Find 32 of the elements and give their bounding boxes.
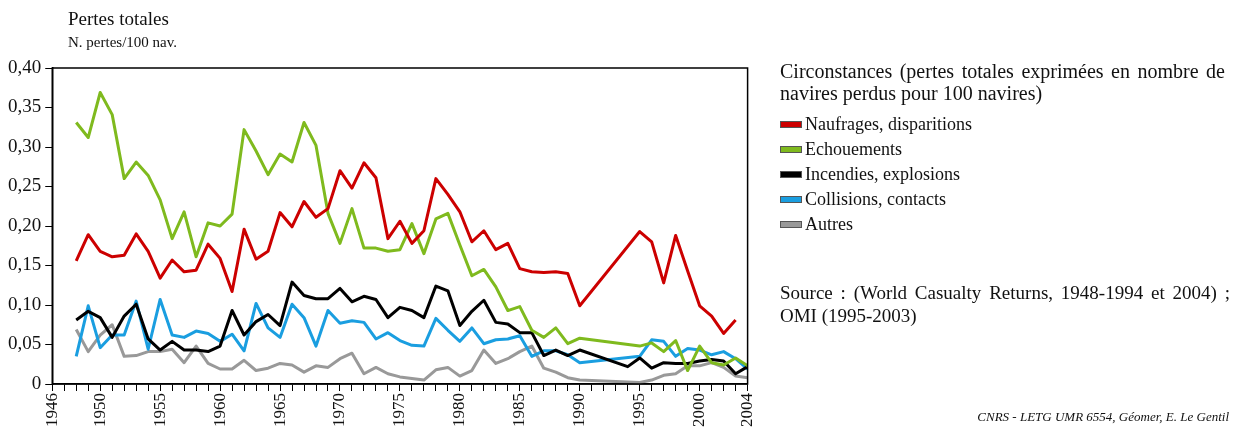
x-tick-label: 2004: [737, 392, 757, 427]
legend-label: Echouements: [805, 138, 902, 161]
y-tick-label: 0,15: [8, 253, 42, 275]
text: CNRS - LETG UMR 6554, Géomer, E. Le Gentil: [977, 409, 1229, 425]
legend-label: Naufrages, disparitions: [805, 113, 972, 136]
legend-label: Incendies, explosions: [805, 163, 960, 186]
x-tick-label: 1980: [449, 393, 469, 427]
y-tick-label: 0,10: [8, 292, 42, 314]
x-tick-label: 1946: [41, 393, 61, 427]
x-tick-label: 1965: [269, 393, 289, 427]
y-tick-label: 0,25: [8, 174, 42, 196]
y-axis-title: N. pertes/100 nav.: [68, 34, 177, 51]
legend-title: Circonstances (pertes totales exprimées en nombre de navires perdus pour 100 navires): [780, 60, 1225, 104]
x-tick-label: 1960: [209, 393, 229, 427]
y-tick-label: 0,05: [8, 332, 42, 354]
y-tick-label: 0,20: [8, 213, 42, 235]
x-tick-label: 1995: [629, 393, 649, 427]
y-tick-label: 0,30: [8, 134, 42, 156]
x-tick-label: 1985: [509, 393, 529, 427]
x-tick-label: 1950: [89, 393, 109, 427]
x-tick-label: 1990: [569, 393, 589, 427]
y-tick-label: 0,35: [8, 95, 42, 117]
source-note: Source : (World Casualty Returns, 1948-1994 et 2004) ; OMI (1995-2003): [780, 281, 1230, 327]
y-tick-label: 0: [31, 371, 42, 393]
x-tick-label: 1970: [329, 393, 349, 427]
chart-title: Pertes totales: [68, 8, 169, 30]
x-tick-label: 1955: [149, 393, 169, 427]
x-tick-label: 1975: [389, 393, 409, 427]
legend-label: Autres: [805, 213, 853, 236]
y-tick-label: 0,40: [8, 55, 42, 77]
legend-label: Collisions, contacts: [805, 188, 946, 211]
x-tick-label: 2000: [689, 393, 709, 427]
